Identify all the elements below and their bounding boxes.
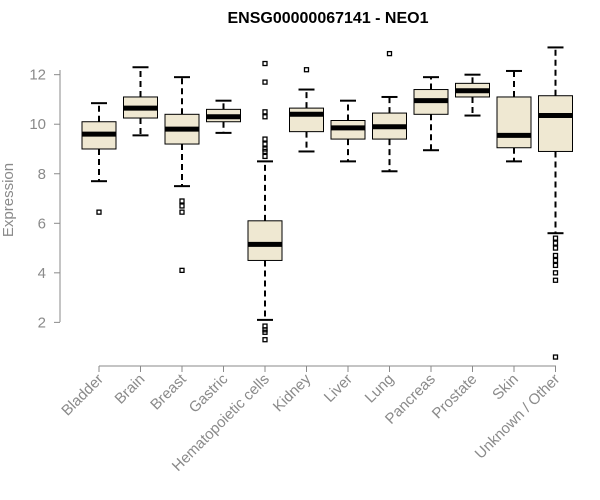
outlier-point <box>262 141 268 147</box>
iqr-box <box>496 96 532 149</box>
box-group <box>247 60 283 343</box>
iqr-box <box>538 95 573 152</box>
box-group <box>496 69 532 163</box>
x-tick-label: Prostate <box>429 371 481 423</box>
outlier-point <box>552 270 559 276</box>
outlier-point <box>262 60 268 67</box>
outlier-point <box>552 354 559 360</box>
outlier-point <box>303 67 310 73</box>
outlier-point <box>552 235 559 241</box>
outlier-point <box>179 267 185 274</box>
x-tick-label: Skin <box>489 371 522 404</box>
outlier-point <box>552 277 559 283</box>
y-tick-label: 6 <box>38 215 46 232</box>
y-tick-label: 10 <box>29 116 46 133</box>
y-tick-label: 4 <box>38 265 46 282</box>
y-ticks: 2 4 6 8 10 12 <box>29 67 60 331</box>
box-group <box>413 76 449 152</box>
box-group <box>455 73 490 117</box>
outlier-point <box>552 245 559 251</box>
box-group <box>123 66 158 137</box>
outlier-point <box>262 109 268 115</box>
outlier-point <box>262 148 268 155</box>
y-tick-label: 2 <box>38 314 46 331</box>
x-tick-label: Breast <box>147 370 190 413</box>
outlier-point <box>179 198 185 204</box>
outlier-point <box>552 262 559 269</box>
y-tick-label: 8 <box>38 166 46 183</box>
outlier-point <box>552 257 559 264</box>
box-group <box>538 46 573 360</box>
outlier-point <box>262 114 268 120</box>
outlier-point <box>179 203 185 209</box>
iqr-box <box>247 220 283 261</box>
outlier-point <box>262 136 268 142</box>
outlier-point <box>262 337 268 343</box>
box-group <box>372 50 407 173</box>
outlier-point <box>552 240 559 246</box>
outlier-point <box>262 329 268 335</box>
outlier-point <box>386 50 393 57</box>
box-group <box>206 99 241 134</box>
box-group <box>330 99 366 163</box>
x-tick-label: Lung <box>362 371 398 407</box>
box-group <box>289 67 324 153</box>
boxes <box>81 46 573 360</box>
iqr-box <box>289 107 324 133</box>
outlier-point <box>262 153 268 160</box>
x-tick-label: Liver <box>321 371 356 406</box>
outlier-point <box>96 209 102 215</box>
outlier-point <box>552 252 559 259</box>
x-tick-label: Bladder <box>58 371 107 420</box>
x-tick-label: Brain <box>112 371 149 408</box>
x-tick-label: Kidney <box>270 370 315 415</box>
outlier-point <box>262 79 268 85</box>
y-axis-label: Expression <box>0 163 17 237</box>
box-group <box>81 102 117 215</box>
chart-title: ENSG00000067141 - NEO1 <box>227 10 428 27</box>
outlier-point <box>179 209 185 215</box>
y-tick-label: 12 <box>29 67 46 84</box>
box-group <box>164 76 200 274</box>
